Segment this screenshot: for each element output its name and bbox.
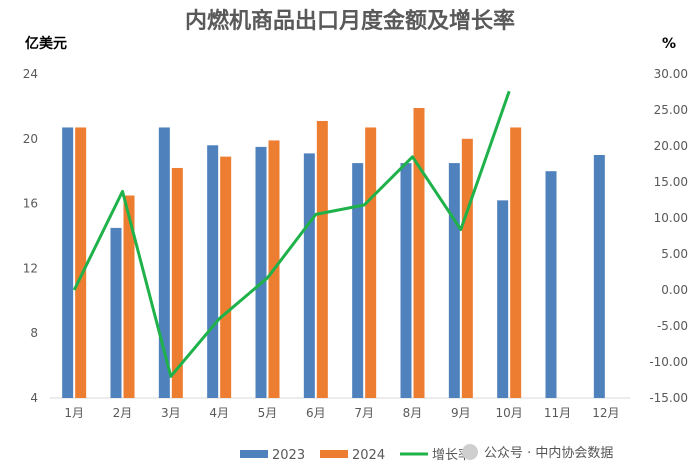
x-axis-tick-label: 9月 [451, 406, 471, 420]
bar-2024 [413, 108, 425, 399]
right-axis-tick-label: 25.00 [654, 103, 688, 117]
legend-label: 2023 [272, 448, 305, 463]
right-axis-tick-label: -15.00 [649, 391, 688, 405]
x-axis-tick-label: 2月 [113, 406, 133, 420]
right-axis-tick-label: 30.00 [654, 67, 688, 81]
left-axis-tick-label: 16 [23, 197, 38, 211]
right-axis-tick-label: 15.00 [654, 175, 688, 189]
bar-2023 [158, 127, 170, 399]
bar-2024 [316, 120, 328, 398]
bar-2023 [110, 227, 122, 398]
x-axis-tick-label: 6月 [306, 406, 326, 420]
bar-2024 [171, 167, 183, 398]
bar-2024 [461, 138, 473, 399]
bar-2023 [255, 146, 267, 398]
bar-2023 [62, 127, 74, 399]
right-axis-tick-label: -10.00 [649, 355, 688, 369]
x-axis-tick-label: 1月 [64, 406, 84, 420]
chart-title: 内燃机商品出口月度金额及增长率 [185, 8, 515, 34]
bar-2023 [352, 163, 364, 398]
right-axis-unit: % [662, 36, 676, 52]
right-axis-tick-label: 20.00 [654, 139, 688, 153]
left-axis-tick-label: 8 [30, 326, 38, 340]
left-axis-tick-label: 24 [23, 67, 38, 81]
bar-2024 [510, 127, 522, 399]
legend-label: 增长率 [432, 447, 471, 463]
bar-2023 [400, 163, 412, 398]
left-axis-tick-label: 20 [23, 132, 38, 146]
x-axis-tick-label: 4月 [209, 406, 229, 420]
x-axis-tick-label: 8月 [403, 406, 423, 420]
bar-2024 [365, 127, 377, 399]
legend-label: 2024 [352, 448, 385, 463]
x-axis-tick-label: 10月 [496, 406, 523, 420]
x-axis-tick-label: 5月 [258, 406, 278, 420]
legend: 2023 2024 增长率 [240, 447, 471, 463]
bar-2023 [448, 163, 460, 398]
line-series-growth-rate [72, 90, 511, 378]
wechat-icon [462, 444, 478, 460]
plot-area: 4 8 12 16 20 24 -15.00 -10.00 -5.00 0.00 5.00 10.00… [23, 67, 688, 420]
watermark: 公众号 · 中内协会数据 [462, 444, 613, 461]
right-axis-tick-label: -5.00 [657, 319, 688, 333]
left-axis-tick-label: 12 [23, 261, 38, 275]
x-axis-tick-label: 12月 [592, 406, 619, 420]
bar-2023 [593, 155, 605, 398]
bar-2024 [123, 195, 135, 398]
left-axis-tick-label: 4 [30, 391, 38, 405]
right-axis-tick-label: 0.00 [661, 283, 688, 297]
bar-2023 [303, 153, 315, 398]
legend-swatch-2024 [320, 450, 348, 458]
left-axis-unit: 亿美元 [25, 35, 67, 52]
watermark-text: 公众号 · 中内协会数据 [484, 445, 613, 461]
right-axis-tick-label: 10.00 [654, 211, 688, 225]
x-axis-tick-label: 11月 [544, 406, 571, 420]
x-axis-tick-label: 3月 [161, 406, 181, 420]
right-axis-tick-label: 5.00 [661, 247, 688, 261]
bar-2024 [75, 127, 87, 399]
bar-2023 [497, 200, 509, 398]
legend-swatch-2023 [240, 450, 268, 458]
bar-2023 [545, 171, 557, 398]
x-axis-tick-label: 7月 [354, 406, 374, 420]
bar-2023 [207, 145, 219, 398]
bar-2024 [220, 156, 232, 398]
